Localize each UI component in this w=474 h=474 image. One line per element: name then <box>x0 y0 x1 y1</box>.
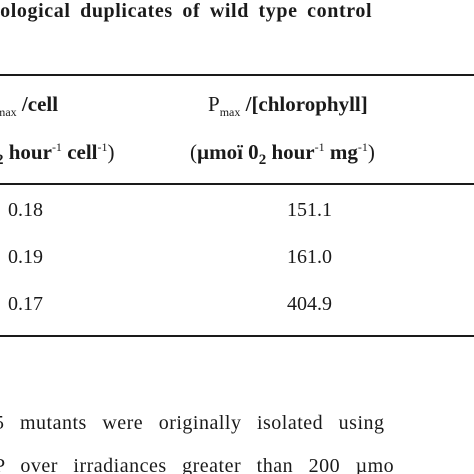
header-right-unit-mg: mg <box>324 140 358 164</box>
table-cell-row1-cell: 0.18 <box>8 199 43 221</box>
header-right-o2-subscript: 2 <box>258 152 267 169</box>
header-left-sup-cell: -1 <box>97 140 108 154</box>
header-right-subscript: max <box>219 105 241 120</box>
header-right-line1: Pmax /[chlorophyll] <box>208 92 368 120</box>
header-right-open-paren: ( <box>190 140 197 164</box>
header-right-p: P <box>208 92 220 116</box>
table-cell-row2-cell: 0.19 <box>8 246 43 268</box>
header-left-sup-hour: -1 <box>51 140 62 154</box>
table-caption: iological duplicates of wild type contro… <box>0 0 373 22</box>
header-right-sup-hour: -1 <box>314 140 325 154</box>
table-cell-row1-chlorophyll: 151.1 <box>287 199 332 221</box>
body-text-line2: P over irradiances greater than 200 µmo <box>0 455 395 474</box>
table-top-rule <box>0 74 474 76</box>
table-header-rule <box>0 183 474 185</box>
header-right-title: /[chlorophyll] <box>240 92 368 116</box>
header-left-unit-hour: hour <box>3 140 52 164</box>
header-left-title: /cell <box>16 92 59 116</box>
header-left-line2: 2 hour-1 cell-1) <box>0 140 115 169</box>
table-cell-row2-chlorophyll: 161.0 <box>287 246 332 268</box>
header-right-line2: (µmoï 02 hour-1 mg-1) <box>190 140 375 169</box>
table-bottom-rule <box>0 335 474 337</box>
table-cell-row3-chlorophyll: 404.9 <box>287 293 332 315</box>
header-right-mu: µmoï 0 <box>197 140 259 164</box>
header-right-sup-mg: -1 <box>357 140 368 154</box>
header-right-unit-hour: hour <box>266 140 315 164</box>
body-text-line1: 5 mutants were originally isolated using <box>0 412 385 434</box>
header-left-unit-cell: cell <box>61 140 98 164</box>
table-cell-row3-cell: 0.17 <box>8 293 43 315</box>
header-left-subscript: max <box>0 105 17 120</box>
header-left-line1: max /cell <box>0 92 58 120</box>
header-left-close-paren: ) <box>107 140 115 164</box>
header-left-o2-subscript: 2 <box>0 152 4 168</box>
header-right-close-paren: ) <box>367 140 375 164</box>
